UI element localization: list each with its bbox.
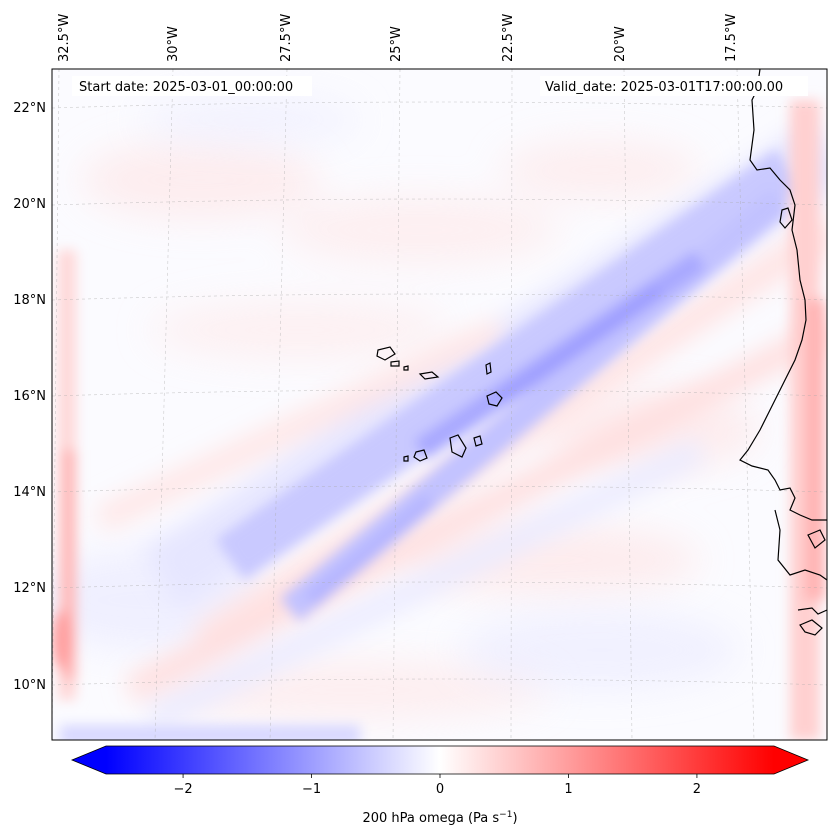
santa-luzia-island <box>403 365 409 371</box>
lon-label: 20°W <box>613 26 628 62</box>
colorbar-tick-label: 2 <box>693 782 701 797</box>
lat-label: 12°N <box>13 581 46 596</box>
maio-island <box>473 435 483 447</box>
map-frame <box>51 68 828 741</box>
brava-island <box>403 455 409 462</box>
valid-date-box <box>540 76 808 96</box>
lat-label: 16°N <box>13 389 46 404</box>
cape-verde-islands <box>376 346 503 462</box>
boa-vista-island <box>486 391 503 407</box>
lon-label: 25°W <box>389 26 404 62</box>
colorbar-ticks: −2 −1 0 1 2 <box>173 774 701 797</box>
santo-antao-island <box>376 346 396 361</box>
latitude-labels: 22°N 20°N 18°N 16°N 14°N 12°N 10°N <box>13 101 46 693</box>
lon-label: 17.5°W <box>724 14 739 62</box>
colorbar-tick-label: −2 <box>173 782 192 797</box>
coastlines <box>376 69 827 636</box>
fogo-island <box>413 449 428 462</box>
valid-date-text: Valid_date: 2025-03-01T17:00:00.00 <box>545 80 783 95</box>
africa-coastline <box>739 69 827 521</box>
descent-jet-band <box>215 149 805 622</box>
colorbar-tick-label: −1 <box>302 782 321 797</box>
lat-label: 22°N <box>13 101 46 116</box>
sal-island <box>485 362 492 375</box>
colorbar-extend-max <box>774 746 808 774</box>
lon-label: 22.5°W <box>501 14 516 62</box>
omega-field <box>52 95 827 740</box>
santiago-island <box>449 434 467 458</box>
guinea-bissau-coast <box>797 607 827 615</box>
colorbar-gradient <box>106 746 774 774</box>
start-date-annotation: Start date: 2025-03-01_00:00:00 <box>72 76 312 96</box>
colorbar-outline <box>70 745 810 775</box>
lat-label: 20°N <box>13 197 46 212</box>
colorbar-tick-label: 1 <box>564 782 572 797</box>
senegal-gambia-coast <box>774 509 827 581</box>
lon-label: 30°W <box>166 26 181 62</box>
colorbar: −2 −1 0 1 2 200 hPa omega (Pa s−1) <box>70 745 810 826</box>
longitude-labels: 32.5°W 30°W 27.5°W 25°W 22.5°W 20°W 17.5… <box>57 14 739 62</box>
map-panel[interactable]: Start date: 2025-03-01_00:00:00 Valid_da… <box>30 68 830 745</box>
lat-label: 14°N <box>13 485 46 500</box>
coastal-island <box>807 529 826 549</box>
start-date-box <box>72 76 312 96</box>
lat-label: 10°N <box>13 678 46 693</box>
lat-label: 18°N <box>13 293 46 308</box>
sao-nicolau-island <box>418 371 440 380</box>
colorbar-label-main: 200 hPa omega (Pa s <box>362 811 499 826</box>
colorbar-label-superscript: −1 <box>499 810 512 820</box>
graticule <box>52 69 827 740</box>
bijagos-islands <box>799 619 823 636</box>
start-date-text: Start date: 2025-03-01_00:00:00 <box>79 80 293 95</box>
coastal-island <box>779 207 793 229</box>
colorbar-label: 200 hPa omega (Pa s−1) <box>362 810 517 826</box>
colorbar-tick-label: 0 <box>436 782 444 797</box>
colorbar-extend-min <box>72 746 106 774</box>
sao-vicente-island <box>390 360 400 367</box>
colorbar-label-close: ) <box>512 811 517 826</box>
lon-label: 27.5°W <box>279 14 294 62</box>
lon-label: 32.5°W <box>57 14 72 62</box>
valid-date-annotation: Valid_date: 2025-03-01T17:00:00.00 <box>540 76 808 96</box>
